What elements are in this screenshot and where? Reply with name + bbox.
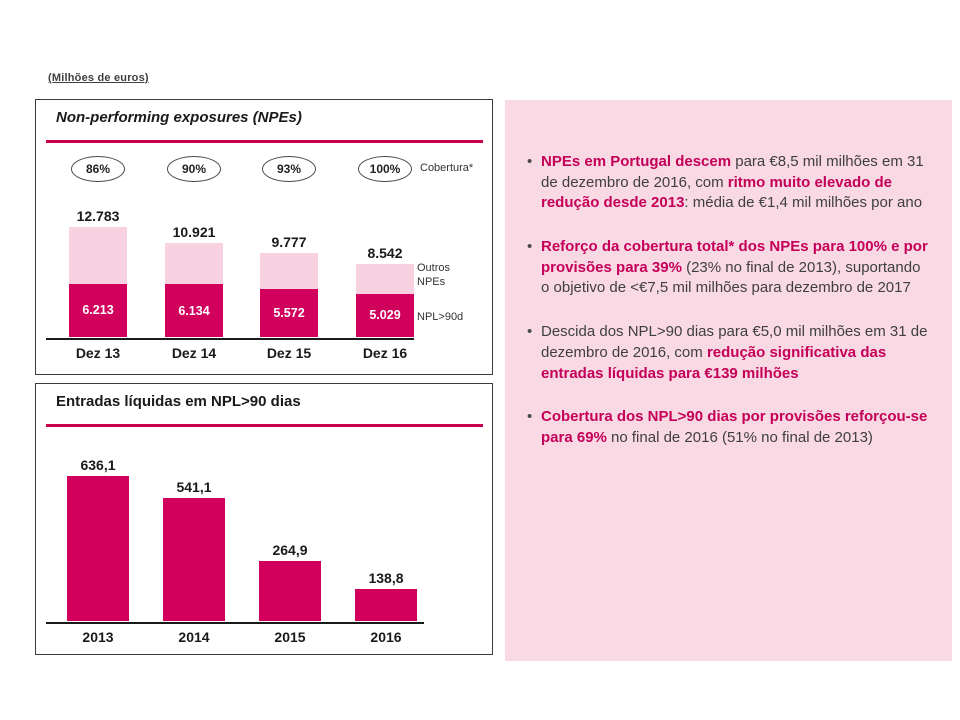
outros-npes-segment <box>260 252 318 290</box>
total-label: 9.777 <box>271 233 307 250</box>
bar <box>163 497 225 621</box>
bullet-highlight-text: NPEs em Portugal descem <box>541 153 732 170</box>
commentary-panel: NPEs em Portugal descem para €8,5 mil mi… <box>505 100 952 661</box>
outros-npes-segment <box>165 243 223 285</box>
bar <box>355 589 417 621</box>
x-tick-label: 2014 <box>178 629 210 645</box>
outros-npes-segment <box>69 227 127 284</box>
value-label: 636,1 <box>80 457 116 473</box>
npe-chart-title: Non-performing exposures (NPEs) <box>56 109 302 126</box>
npe-title-rule <box>46 140 483 143</box>
npe-bar-dez16: 8.542 5.029 <box>356 245 414 337</box>
x-tick-label: 2016 <box>370 629 402 645</box>
npl-entries-chart-panel: Entradas líquidas em NPL>90 dias 636,1 5… <box>35 383 493 655</box>
npl-entries-bar-2016: 138,8 <box>355 570 417 621</box>
bullet-plain-text: Descida dos NPL>90 dias para €5,0 mil mi… <box>541 323 928 361</box>
bullet-cobertura-npl: Cobertura dos NPL>90 dias por provisões … <box>525 407 930 448</box>
npl90-value: 5.572 <box>273 306 305 321</box>
npl90-segment: 6.134 <box>165 284 223 337</box>
coverage-oval: 86% <box>71 156 125 182</box>
npl90-value: 6.213 <box>82 303 114 318</box>
x-axis <box>46 338 414 340</box>
value-label: 264,9 <box>272 541 308 558</box>
x-tick-label: 2013 <box>82 629 114 645</box>
bullet-descida-npl: Descida dos NPL>90 dias para €5,0 mil mi… <box>525 322 930 384</box>
bar <box>259 560 321 621</box>
npl90-value: 5.029 <box>369 308 401 323</box>
total-label: 12.783 <box>76 208 120 224</box>
legend-npl90: NPL>90d <box>417 311 464 323</box>
x-axis <box>46 622 424 624</box>
coverage-value: 86% <box>85 162 111 176</box>
bullet-list: NPEs em Portugal descem para €8,5 mil mi… <box>505 100 952 449</box>
coverage-value: 100% <box>369 162 401 176</box>
x-tick-label: Dez 13 <box>75 345 121 361</box>
bullet-plain-text: no final de 2016 (51% no final de 2013) <box>606 428 873 446</box>
npl-entries-bar-2014: 541,1 <box>163 479 225 621</box>
bullet-highlight-text: redução significativa das entradas líqui… <box>541 343 887 382</box>
bar <box>67 476 129 621</box>
units-label: (Milhões de euros) <box>48 72 149 84</box>
npe-bar-dez13: 12.783 6.213 <box>69 208 127 337</box>
x-tick-label: Dez 15 <box>266 345 312 361</box>
npl90-segment: 5.572 <box>260 289 318 337</box>
npe-bar-dez15: 9.777 5.572 <box>260 234 318 337</box>
bullet-plain-text: (23% no final de 2013), suportando o obj… <box>541 258 921 297</box>
total-label: 8.542 <box>367 244 403 261</box>
legend-outros-npes: Outros NPEs <box>417 262 451 289</box>
x-tick-label: Dez 16 <box>362 345 408 361</box>
outros-npes-segment <box>356 263 414 294</box>
bullet-cobertura-total: Reforço da cobertura total* dos NPEs par… <box>525 237 930 299</box>
value-label: 138,8 <box>368 570 404 587</box>
bullet-highlight-text: Reforço da cobertura total* dos NPEs par… <box>541 238 928 276</box>
npe-bar-dez14: 10.921 6.134 <box>165 224 223 337</box>
bullet-highlight-text: Cobertura dos NPL>90 dias por provisões … <box>541 408 928 446</box>
bullet-npes-descend: NPEs em Portugal descem para €8,5 mil mi… <box>525 152 930 214</box>
npl90-segment: 5.029 <box>356 293 414 337</box>
value-label: 541,1 <box>176 478 212 495</box>
coverage-value: 90% <box>181 162 207 176</box>
coverage-oval: 100% <box>358 156 412 182</box>
x-tick-label: 2015 <box>274 629 306 645</box>
coverage-oval: 93% <box>262 156 316 182</box>
npl90-segment: 6.213 <box>69 283 127 337</box>
bullet-plain-text: para €8,5 mil milhões em 31 de dezembro … <box>541 153 924 191</box>
npl-title-rule <box>46 424 483 427</box>
npl90-value: 6.134 <box>178 303 210 318</box>
coverage-value: 93% <box>276 162 302 176</box>
npe-chart-panel: Non-performing exposures (NPEs) 86% 90% … <box>35 99 493 375</box>
x-tick-label: Dez 14 <box>171 345 217 361</box>
bullet-plain-text: : média de €1,4 mil milhões por ano <box>684 194 923 212</box>
total-label: 10.921 <box>172 224 216 241</box>
bullet-highlight-text: ritmo muito elevado de redução desde 201… <box>541 173 892 212</box>
npl-entries-chart-title: Entradas líquidas em NPL>90 dias <box>56 393 301 410</box>
npl-entries-bar-2013: 636,1 <box>67 457 129 621</box>
npl-entries-bar-2015: 264,9 <box>259 542 321 621</box>
coverage-oval: 90% <box>167 156 221 182</box>
coverage-label: Cobertura* <box>420 162 474 174</box>
